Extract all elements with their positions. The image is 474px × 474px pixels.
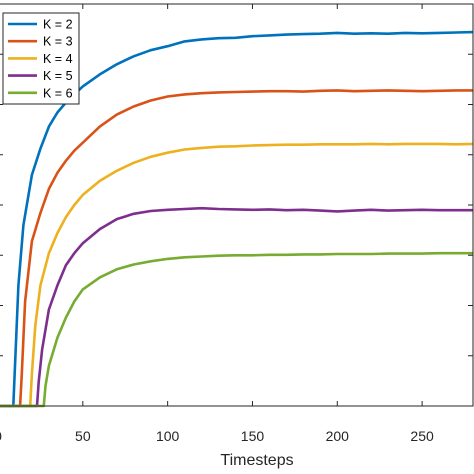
- series-layer: [0, 30, 474, 408]
- legend-label-4: K = 5: [43, 69, 73, 83]
- x-tick-label: 0: [0, 428, 2, 444]
- x-tick-label: 150: [241, 428, 265, 444]
- x-tick-label: 200: [326, 428, 350, 444]
- legend-label-1: K = 2: [43, 18, 73, 32]
- x-axis-label: Timesteps: [220, 452, 293, 469]
- x-tick-label: 250: [410, 428, 434, 444]
- series-line-3: [0, 142, 474, 408]
- x-tick-label: 50: [75, 428, 91, 444]
- series-line-1: [0, 30, 474, 408]
- legend-label-2: K = 3: [43, 35, 73, 49]
- series-line-2: [0, 89, 473, 408]
- axes-layer: 0 50 100 150 200 250: [0, 3, 474, 444]
- legend-label-5: K = 6: [43, 86, 73, 100]
- x-tick-label: 100: [156, 428, 180, 444]
- legend: K = 2 K = 3 K = 4 K = 5 K = 6: [2, 12, 80, 105]
- series-line-4: [0, 206, 473, 408]
- legend-label-3: K = 4: [43, 52, 73, 66]
- series-line-5: [0, 251, 473, 408]
